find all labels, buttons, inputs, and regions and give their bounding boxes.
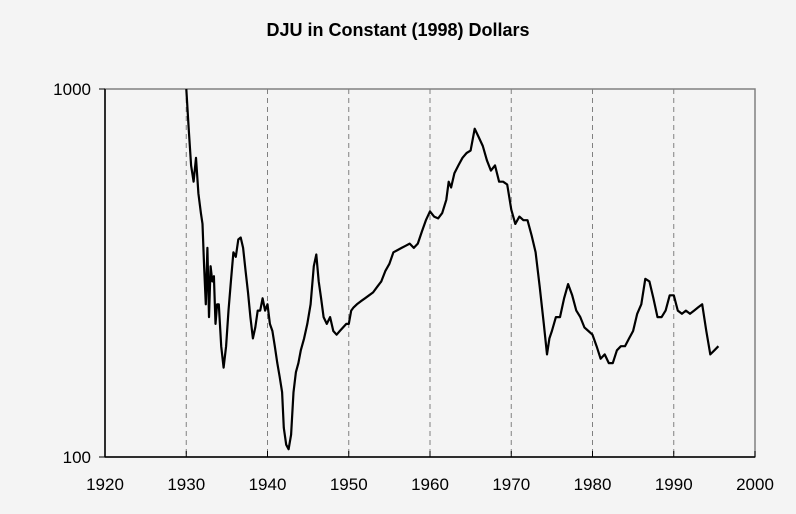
y-axis-ticks: 100 1000: [53, 80, 105, 467]
data-series-line: [185, 88, 720, 451]
x-tick-label: 1980: [574, 475, 612, 494]
x-tick-label: 2000: [736, 475, 774, 494]
x-tick-label: 1950: [330, 475, 368, 494]
x-axis-ticks: 1920 1930 1940 1950 1960 1970 1980 1990 2000: [86, 451, 774, 494]
y-tick-label: 1000: [53, 80, 91, 99]
x-tick-label: 1960: [411, 475, 449, 494]
x-tick-label: 1940: [249, 475, 287, 494]
vertical-gridlines: [185, 89, 675, 457]
x-tick-label: 1930: [167, 475, 205, 494]
x-tick-label: 1970: [492, 475, 530, 494]
x-tick-label: 1920: [86, 475, 124, 494]
y-tick-label: 100: [63, 448, 91, 467]
x-tick-label: 1990: [655, 475, 693, 494]
chart-title: DJU in Constant (1998) Dollars: [266, 20, 530, 40]
